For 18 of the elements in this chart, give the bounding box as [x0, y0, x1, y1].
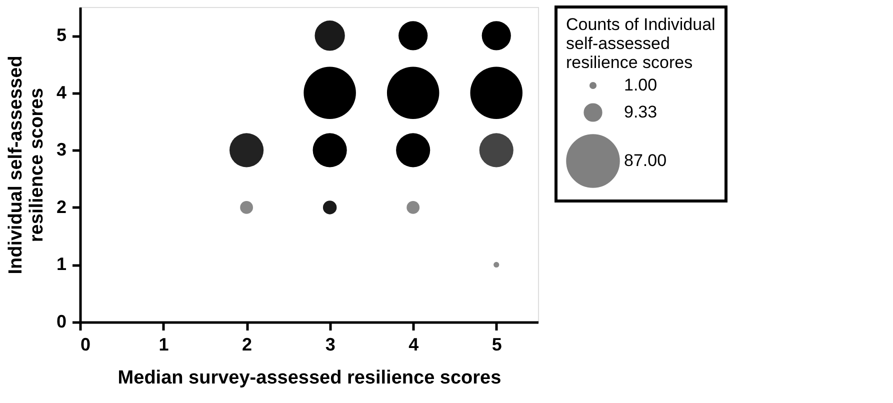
x-tick-label: 3 [325, 334, 336, 354]
x-tick-label: 0 [80, 334, 91, 354]
legend-label: 87.00 [624, 151, 667, 170]
y-tick-label: 1 [56, 254, 66, 274]
legend-label: 9.33 [624, 102, 658, 122]
x-tick-label: 1 [158, 334, 169, 354]
x-tick-label: 4 [408, 334, 419, 354]
legend-label: 1.00 [624, 76, 658, 94]
y-tick-label: 4 [56, 82, 66, 102]
y-tick-label: 3 [56, 140, 66, 160]
y-tick-label: 0 [56, 312, 66, 332]
x-tick-label: 2 [242, 334, 252, 354]
y-tick-label: 2 [56, 196, 66, 217]
y-axis-title: Individual self-assessed resilience scores [5, 56, 48, 274]
y-tick-label: 5 [56, 25, 66, 46]
x-axis-title: Median survey-assessed resilience scores [118, 368, 502, 388]
x-tick-label: 5 [492, 334, 502, 354]
legend-title: Counts of Individual self-assessed resilience scores [566, 15, 716, 72]
